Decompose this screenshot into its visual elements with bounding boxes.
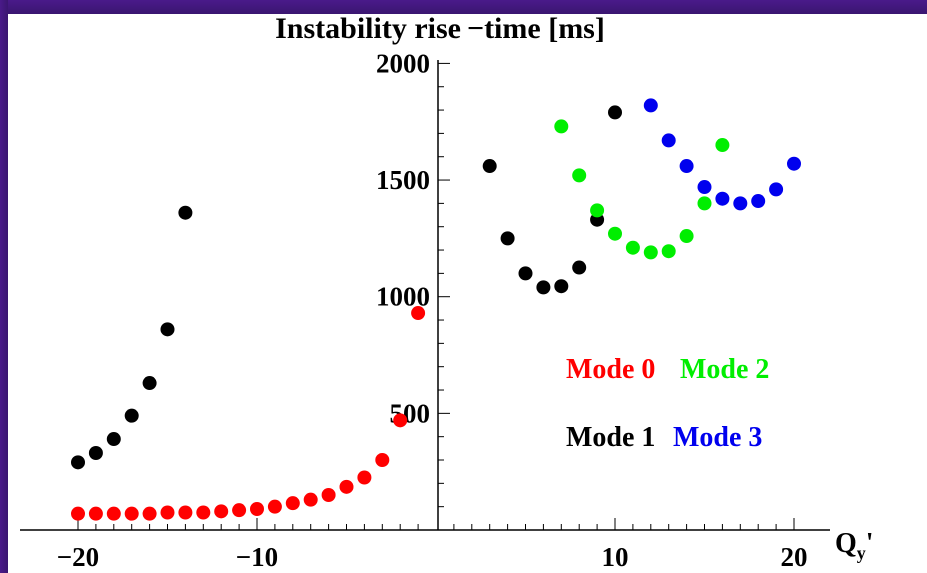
data-point-mode-0 <box>196 505 211 520</box>
data-point-mode-1 <box>500 231 515 246</box>
data-point-mode-1 <box>106 432 121 447</box>
data-point-mode-0 <box>142 506 157 521</box>
data-points <box>71 98 801 521</box>
y-tick-label: 1500 <box>376 165 430 195</box>
data-point-mode-0 <box>88 506 103 521</box>
data-point-mode-1 <box>124 408 139 423</box>
data-point-mode-2 <box>608 226 622 241</box>
data-point-mode-0 <box>214 504 229 519</box>
data-point-mode-3 <box>661 133 676 148</box>
data-point-mode-3 <box>733 196 748 211</box>
x-tick-label: −20 <box>57 542 99 572</box>
axes <box>20 60 830 531</box>
data-point-mode-0 <box>303 492 318 507</box>
data-point-mode-2 <box>643 245 658 260</box>
data-point-mode-0 <box>285 496 300 511</box>
data-point-mode-1 <box>71 455 85 470</box>
data-point-mode-0 <box>375 453 390 468</box>
data-point-mode-1 <box>88 446 103 461</box>
x-tick-label: 10 <box>602 542 629 572</box>
data-point-mode-0 <box>250 502 264 517</box>
data-point-mode-1 <box>142 376 157 391</box>
chart-title: Instability rise −time [ms] <box>275 12 605 45</box>
data-point-mode-2 <box>661 244 676 259</box>
data-point-mode-3 <box>679 159 694 174</box>
data-point-mode-2 <box>625 240 640 255</box>
plot-background <box>8 14 927 573</box>
data-point-mode-0 <box>178 505 193 520</box>
data-point-mode-0 <box>124 506 139 521</box>
x-tick-label: −10 <box>236 542 278 572</box>
data-point-mode-1 <box>554 279 569 294</box>
data-point-mode-2 <box>697 196 712 211</box>
data-point-mode-0 <box>339 479 354 494</box>
legend-entry-mode-1: Mode 1 <box>566 422 655 453</box>
data-point-mode-2 <box>554 119 569 134</box>
data-point-mode-3 <box>715 191 730 206</box>
data-point-mode-3 <box>643 98 658 113</box>
legend-entry-mode-3: Mode 3 <box>673 422 762 453</box>
legend-entry-mode-0: Mode 0 <box>566 354 655 385</box>
data-point-mode-1 <box>572 260 587 275</box>
legend-entry-mode-2: Mode 2 <box>680 354 769 385</box>
data-point-mode-0 <box>71 506 85 521</box>
x-axis-label-main: Q <box>835 528 857 559</box>
data-point-mode-3 <box>697 180 712 195</box>
x-axis-label-sub: y <box>857 543 866 563</box>
data-point-mode-2 <box>679 229 694 244</box>
data-point-mode-1 <box>160 322 175 337</box>
data-point-mode-0 <box>106 506 121 521</box>
data-point-mode-3 <box>787 156 801 171</box>
legend: Mode 0 Mode 2 Mode 1 Mode 3 <box>566 354 769 453</box>
data-point-mode-0 <box>232 503 247 518</box>
data-point-mode-2 <box>590 203 605 218</box>
data-point-mode-0 <box>160 505 175 520</box>
x-tick-label: 20 <box>781 542 808 572</box>
data-point-mode-1 <box>518 266 533 281</box>
data-point-mode-0 <box>393 413 408 428</box>
data-point-mode-3 <box>751 194 766 209</box>
data-point-mode-1 <box>178 205 193 220</box>
data-point-mode-0 <box>321 488 336 503</box>
data-point-mode-2 <box>572 168 587 183</box>
tick-marks <box>77 62 795 530</box>
data-point-mode-0 <box>411 306 426 321</box>
data-point-mode-2 <box>715 138 730 153</box>
data-point-mode-1 <box>536 280 551 295</box>
x-axis-label-prime: ' <box>866 528 874 559</box>
data-point-mode-1 <box>608 105 622 120</box>
data-point-mode-0 <box>357 470 372 485</box>
y-tick-label: 2000 <box>376 48 430 78</box>
data-point-mode-1 <box>482 159 497 174</box>
svg-text:Qy': Qy' <box>835 528 874 563</box>
data-point-mode-0 <box>267 499 282 514</box>
x-axis-label: Qy' <box>835 528 874 563</box>
data-point-mode-3 <box>769 182 784 197</box>
